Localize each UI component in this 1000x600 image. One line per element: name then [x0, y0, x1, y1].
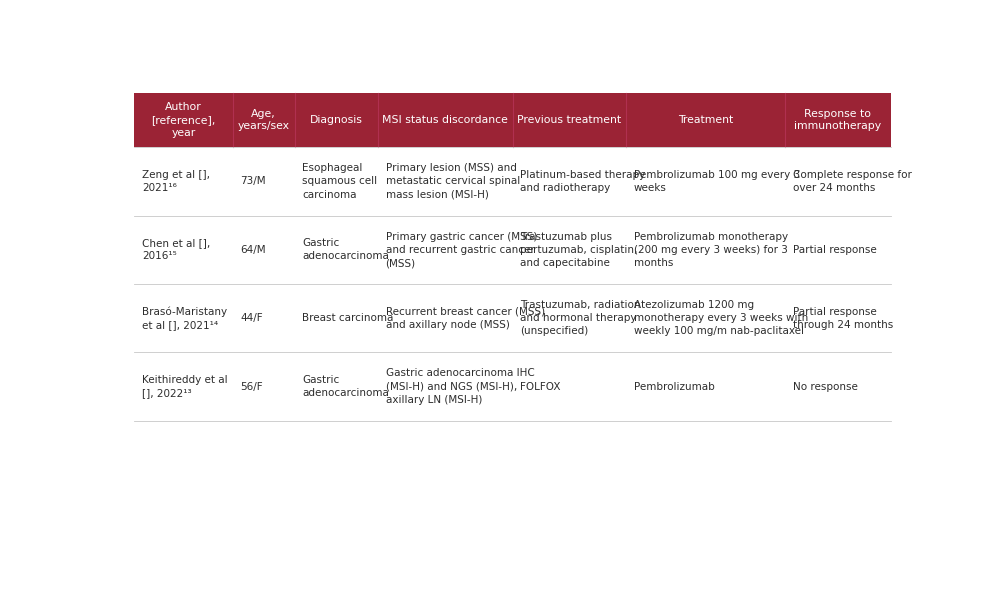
Text: Platinum-based therapy
and radiotherapy: Platinum-based therapy and radiotherapy: [520, 170, 646, 193]
Text: FOLFOX: FOLFOX: [520, 382, 561, 392]
Text: Recurrent breast cancer (MSS)
and axillary node (MSS): Recurrent breast cancer (MSS) and axilla…: [386, 307, 545, 330]
Text: Trastuzumab plus
pertuzumab, cisplatin,
and capecitabine: Trastuzumab plus pertuzumab, cisplatin, …: [520, 232, 638, 268]
Text: Primary lesion (MSS) and
metastatic cervical spinal
mass lesion (MSI-H): Primary lesion (MSS) and metastatic cerv…: [386, 163, 520, 200]
Text: Treatment: Treatment: [678, 115, 733, 125]
Text: 44/F: 44/F: [240, 313, 263, 323]
Text: Zeng et al [],
2021¹⁶: Zeng et al [], 2021¹⁶: [142, 170, 210, 193]
Text: Diagnosis: Diagnosis: [310, 115, 363, 125]
Text: Trastuzumab, radiation
and hormonal therapy
(unspecified): Trastuzumab, radiation and hormonal ther…: [520, 300, 641, 337]
Text: Esophageal
squamous cell
carcinoma: Esophageal squamous cell carcinoma: [302, 163, 378, 200]
Text: Keithireddy et al
[], 2022¹³: Keithireddy et al [], 2022¹³: [142, 375, 228, 398]
Text: Partial response
through 24 months: Partial response through 24 months: [793, 307, 893, 330]
Text: Pembrolizumab monotherapy
(200 mg every 3 weeks) for 3
months: Pembrolizumab monotherapy (200 mg every …: [634, 232, 788, 268]
Bar: [134, 93, 891, 148]
Text: Gastric
adenocarcinoma: Gastric adenocarcinoma: [302, 375, 389, 398]
Text: No response: No response: [793, 382, 857, 392]
Text: Gastric
adenocarcinoma: Gastric adenocarcinoma: [302, 238, 389, 262]
Text: Chen et al [],
2016¹⁵: Chen et al [], 2016¹⁵: [142, 238, 210, 262]
Text: Complete response for
over 24 months: Complete response for over 24 months: [793, 170, 911, 193]
Text: MSI status discordance: MSI status discordance: [382, 115, 508, 125]
Text: 73/M: 73/M: [240, 176, 266, 187]
Text: Atezolizumab 1200 mg
monotherapy every 3 weeks with
weekly 100 mg/m nab-paclitax: Atezolizumab 1200 mg monotherapy every 3…: [634, 300, 808, 337]
Text: Brasó-Maristany
et al [], 2021¹⁴: Brasó-Maristany et al [], 2021¹⁴: [142, 307, 227, 330]
Text: Author
[reference],
year: Author [reference], year: [151, 102, 216, 138]
Text: Pembrolizumab: Pembrolizumab: [634, 382, 714, 392]
Text: Gastric adenocarcinoma IHC
(MSI-H) and NGS (MSI-H),
axillary LN (MSI-H): Gastric adenocarcinoma IHC (MSI-H) and N…: [386, 368, 534, 405]
Text: Breast carcinoma: Breast carcinoma: [302, 313, 394, 323]
Text: Pembrolizumab 100 mg every 3
weeks: Pembrolizumab 100 mg every 3 weeks: [634, 170, 800, 193]
Text: 64/M: 64/M: [240, 245, 266, 255]
Text: Previous treatment: Previous treatment: [517, 115, 621, 125]
Text: 56/F: 56/F: [240, 382, 263, 392]
Text: Primary gastric cancer (MSS)
and recurrent gastric cancer
(MSS): Primary gastric cancer (MSS) and recurre…: [386, 232, 537, 268]
Text: Response to
immunotherapy: Response to immunotherapy: [794, 109, 881, 131]
Text: Age,
years/sex: Age, years/sex: [238, 109, 290, 131]
Text: Partial response: Partial response: [793, 245, 876, 255]
